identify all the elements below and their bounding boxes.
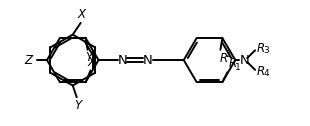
Text: R: R [257, 65, 265, 78]
Text: 1: 1 [235, 63, 241, 72]
Text: N: N [117, 54, 127, 67]
Text: 2: 2 [226, 50, 232, 59]
Text: R: R [219, 52, 228, 65]
Text: Z: Z [24, 54, 32, 67]
Text: 3: 3 [264, 46, 269, 55]
Text: Y: Y [85, 51, 92, 64]
Text: R: R [228, 57, 237, 70]
Text: X: X [87, 56, 95, 69]
Text: Y: Y [74, 99, 81, 112]
Text: X: X [78, 8, 86, 21]
Text: 4: 4 [264, 69, 269, 78]
Text: R: R [257, 42, 265, 55]
Text: N: N [240, 54, 250, 67]
Text: N: N [143, 54, 153, 67]
